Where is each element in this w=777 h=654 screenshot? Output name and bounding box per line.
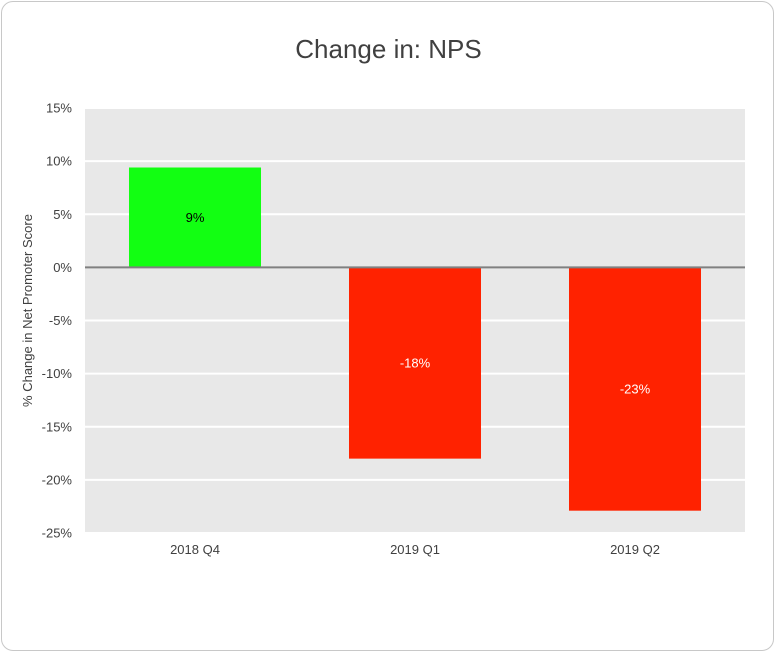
- y-axis-label: % Change in Net Promoter Score: [20, 214, 35, 407]
- y-tick-label: -20%: [42, 472, 73, 487]
- bars: [129, 167, 701, 511]
- y-tick-label: 15%: [46, 101, 72, 116]
- data-label: -18%: [400, 356, 431, 371]
- bar-2019-q2: [569, 267, 701, 511]
- y-tick-label: 10%: [46, 154, 72, 169]
- bar-2018-q4: [129, 167, 261, 268]
- x-tick-label: 2019 Q1: [390, 542, 440, 557]
- y-tick-label: -10%: [42, 366, 73, 381]
- x-tick-label: 2019 Q2: [610, 542, 660, 557]
- data-label: -23%: [620, 382, 651, 397]
- y-tick-label: -15%: [42, 419, 73, 434]
- x-tick-labels: 2018 Q4 2019 Q1 2019 Q2: [170, 542, 660, 557]
- x-tick-label: 2018 Q4: [170, 542, 220, 557]
- y-tick-label: -25%: [42, 526, 73, 541]
- y-tick-labels: 15% 10% 5% 0% -5% -10% -15% -20% -25%: [42, 101, 73, 541]
- chart-title: Change in: NPS: [295, 34, 482, 64]
- y-tick-label: 0%: [53, 260, 72, 275]
- data-label: 9%: [186, 210, 205, 225]
- bar-2019-q1: [349, 267, 481, 459]
- y-tick-label: 5%: [53, 207, 72, 222]
- y-tick-label: -5%: [49, 313, 73, 328]
- data-labels: 9% -18% -23%: [186, 210, 651, 397]
